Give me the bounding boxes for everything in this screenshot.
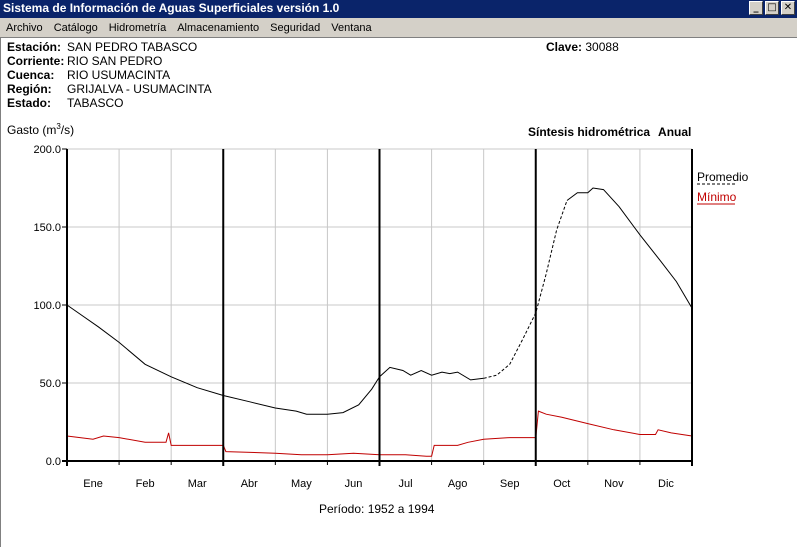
month-label: Mar [188, 478, 207, 490]
y-tick-label: 50.0 [40, 378, 61, 390]
month-label: Nov [604, 478, 624, 490]
y-tick-label: 200.0 [33, 144, 61, 156]
month-label: Dic [658, 478, 674, 490]
month-label: Jun [345, 478, 363, 490]
y-axis-label: Gasto (m3/s) [7, 122, 74, 137]
legend-minimo: Mínimo [697, 190, 736, 204]
clave: Clave: 30088 [546, 40, 619, 54]
month-label: Feb [136, 478, 155, 490]
minimize-button[interactable]: _ [749, 1, 763, 15]
month-label: Jul [399, 478, 413, 490]
synthesis-label: Síntesis hidrométrica [528, 125, 651, 139]
menu-seguridad[interactable]: Seguridad [270, 21, 321, 34]
chart-tick-labels: 200.0 150.0 100.0 50.0 0.0 Ene Feb Mar Abr May Jun… [33, 144, 674, 490]
menu-archivo[interactable]: Archivo [6, 21, 43, 34]
legend-minimo-swatch [697, 203, 735, 205]
ylabel-unit: /s) [60, 123, 75, 137]
month-label: Oct [553, 478, 570, 490]
y-tick-label: 0.0 [46, 456, 61, 468]
ylabel-text: Gasto (m [7, 123, 57, 137]
menu-almacenamiento[interactable]: Almacenamiento [177, 21, 260, 34]
legend-minimo-label: Mínimo [697, 190, 737, 204]
ylabel-superscript: 3 [56, 122, 61, 131]
series-minimo-line [66, 410, 693, 457]
month-label: Abr [241, 478, 258, 490]
month-label: May [291, 478, 312, 490]
series-promedio-line [66, 304, 484, 415]
document-canvas [0, 38, 797, 547]
info-label: Estado: [7, 96, 52, 110]
month-label: Ago [448, 478, 468, 490]
chart-axes [62, 148, 693, 466]
title-bar: Sistema de Información de Aguas Superfic… [0, 0, 797, 18]
menu-bar: Archivo Catálogo Hidrometría Almacenamie… [0, 18, 797, 38]
menu-catalogo[interactable]: Catálogo [53, 21, 98, 34]
window-controls: _ □ ✕ [749, 1, 795, 15]
menu-ventana[interactable]: Ventana [331, 21, 372, 34]
close-button[interactable]: ✕ [781, 1, 795, 15]
legend-promedio: Promedio [697, 170, 748, 184]
info-value: RIO SAN PEDRO [67, 54, 163, 68]
legend-promedio-label: Promedio [697, 170, 749, 184]
maximize-button[interactable]: □ [765, 1, 779, 15]
window-title: Sistema de Información de Aguas Superfic… [3, 1, 340, 15]
chart-heading: Síntesis hidrométrica Anual [528, 125, 691, 139]
y-tick-label: 100.0 [33, 300, 61, 312]
info-label: Región: [7, 82, 52, 96]
info-value: SAN PEDRO TABASCO [67, 40, 198, 54]
y-tick-label: 150.0 [33, 222, 61, 234]
legend-promedio-swatch [697, 183, 735, 185]
info-value: TABASCO [67, 96, 124, 110]
menu-hidrometria[interactable]: Hidrometría [108, 21, 167, 34]
month-label: Sep [500, 478, 520, 490]
chart-series [66, 187, 693, 457]
period-range: Período: 1952 a 1994 [319, 502, 435, 516]
month-label: Ene [83, 478, 103, 490]
clave-label: Clave: [546, 40, 583, 54]
info-value: RIO USUMACINTA [67, 68, 171, 82]
info-label: Corriente: [7, 54, 65, 68]
period-type: Anual [658, 125, 692, 139]
info-value: GRIJALVA - USUMACINTA [67, 82, 212, 96]
info-label: Cuenca: [7, 68, 55, 82]
series-promedio-line-dashed [483, 200, 568, 379]
series-promedio-line-tail [566, 187, 693, 309]
clave-value: 30088 [585, 40, 619, 54]
info-label: Estación: [7, 40, 62, 54]
